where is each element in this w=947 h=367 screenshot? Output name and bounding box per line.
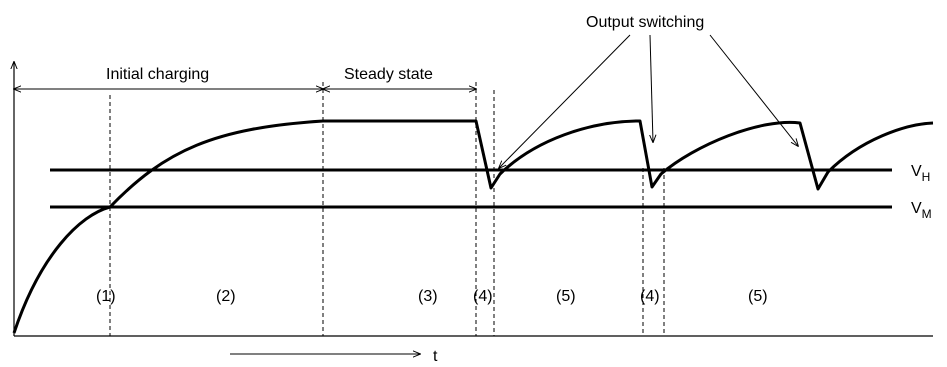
phase-label-6: (4)	[640, 288, 660, 305]
vh-label-subscript: H	[922, 170, 931, 184]
phase-label-4: (4)	[473, 288, 493, 305]
phase-label-2: (2)	[216, 288, 236, 305]
vm-label-subscript: M	[922, 207, 932, 221]
vm-label-main: V	[911, 200, 922, 217]
phase-label-5: (5)	[556, 288, 576, 305]
initial-charging-label: Initial charging	[106, 66, 209, 83]
voltage-waveform	[12, 119, 934, 334]
switching-pointer-1	[499, 34, 631, 168]
steady-state-label: Steady state	[344, 66, 433, 83]
vm-label: VM	[911, 200, 932, 221]
phase-label-1: (1)	[96, 288, 116, 305]
vh-label-main: V	[911, 163, 922, 180]
switching-pointer-3	[709, 34, 798, 146]
vh-label: VH	[911, 163, 930, 184]
switching-pointer-2	[650, 34, 653, 142]
output-switching-label: Output switching	[586, 14, 704, 31]
time-axis-label: t	[433, 348, 438, 365]
phase-label-3: (3)	[418, 288, 438, 305]
phase-label-7: (5)	[748, 288, 768, 305]
